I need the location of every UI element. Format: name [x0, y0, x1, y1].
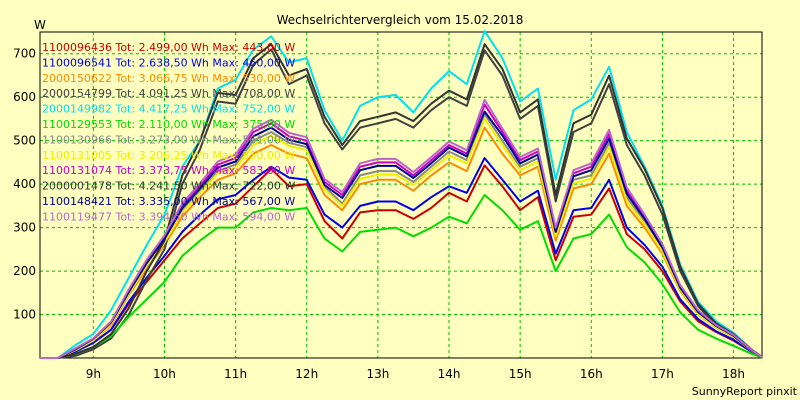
legend-entry: 2000150622 Tot: 3.066,75 Wh Max: 530,00 …: [42, 72, 295, 85]
legend: 1100096436 Tot: 2.499,00 Wh Max: 443,00 …: [42, 41, 295, 223]
legend-entry: 1100130966 Tot: 3.273,00 Wh Max: 561,00 …: [42, 133, 295, 146]
legend-entry: 2000001478 Tot: 4.241,50 Wh Max: 722,00 …: [42, 180, 295, 193]
legend-entry: 1100096541 Tot: 2.638,50 Wh Max: 460,00 …: [42, 56, 295, 69]
series-line-1: [40, 164, 763, 359]
x-tick-label: 15h: [509, 367, 532, 381]
series-line-9: [40, 103, 763, 359]
legend-entry: 2000149982 Tot: 4.417,25 Wh Max: 752,00 …: [42, 103, 295, 116]
series-line-4: [40, 48, 763, 359]
axes: 100 200 300 400 500 600 700 9h 10h 11h 12h 13h 14h 15…: [13, 31, 763, 381]
series-line-2: [40, 157, 763, 359]
y-tick-label: 300: [13, 221, 36, 235]
x-tick-label: 13h: [366, 367, 389, 381]
chart-title: Wechselrichtervergleich vom 15.02.2018: [277, 13, 524, 27]
x-tick-label: 17h: [651, 367, 674, 381]
x-tick-label: 10h: [153, 367, 176, 381]
series-line-12: [40, 98, 763, 359]
legend-entry: 1100119477 Tot: 3.394,50 Wh Max: 594,00 …: [42, 210, 295, 223]
y-tick-label: 200: [13, 264, 36, 278]
y-tick-label: 100: [13, 308, 36, 322]
legend-entry: 1100131005 Tot: 3.206,25 Wh Max: 550,00 …: [42, 149, 295, 162]
legend-entry: 2000154799 Tot: 4.091,25 Wh Max: 708,00 …: [42, 87, 295, 100]
series-line-11: [40, 110, 763, 359]
y-axis-label: W: [34, 18, 46, 32]
legend-entry: 1100129553 Tot: 2.110,00 Wh Max: 375,00 …: [42, 118, 295, 131]
x-tick-label: 12h: [295, 367, 318, 381]
y-tick-label: 600: [13, 90, 36, 104]
x-tick-label: 18h: [722, 367, 745, 381]
legend-entry: 1100131074 Tot: 3.373,75 Wh Max: 583,00 …: [42, 164, 295, 177]
x-tick-label: 16h: [580, 367, 603, 381]
y-tick-label: 400: [13, 177, 36, 191]
x-tick-label: 14h: [438, 367, 461, 381]
series-line-6: [40, 194, 763, 359]
series-line-10: [40, 43, 763, 359]
y-tick-label: 700: [13, 47, 36, 61]
x-tick-label: 11h: [224, 367, 247, 381]
legend-entry: 1100096436 Tot: 2.499,00 Wh Max: 443,00 …: [42, 41, 295, 54]
legend-entry: 1100148421 Tot: 3.335,00 Wh Max: 567,00 …: [42, 195, 295, 208]
series-lines: [40, 30, 763, 359]
footer-credit: SunnyReport pinxit: [692, 385, 798, 398]
series-line-3: [40, 126, 763, 359]
y-tick-label: 500: [13, 134, 36, 148]
x-tick-label: 9h: [86, 367, 101, 381]
plot-frame: [39, 31, 763, 359]
